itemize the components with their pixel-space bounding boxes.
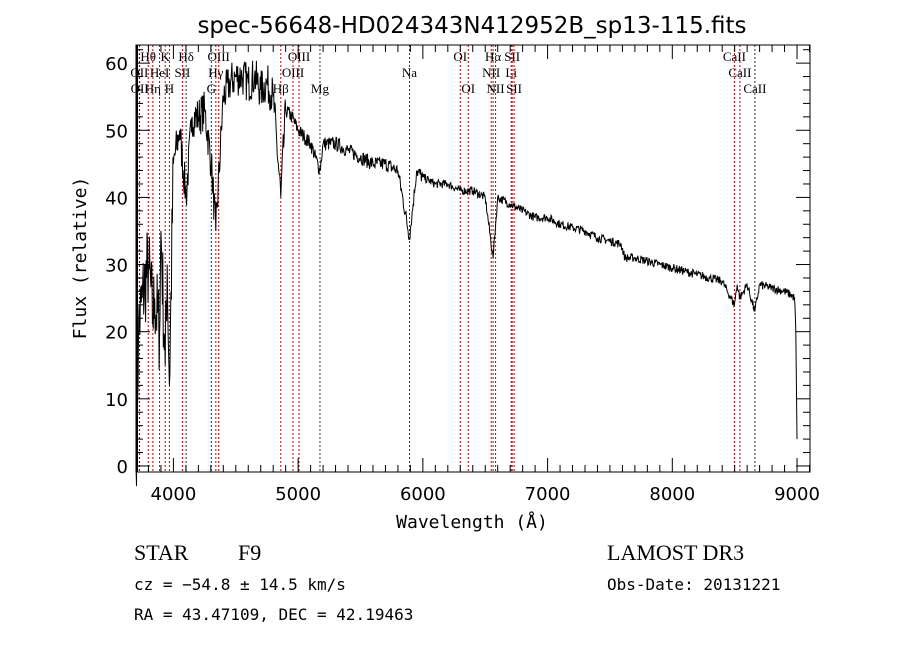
subclass: F9 <box>238 540 261 565</box>
obs-date: Obs-Date: 20131221 <box>607 575 780 594</box>
plot-frame <box>135 44 811 473</box>
marker-label: H <box>165 81 174 96</box>
marker-label: NII <box>487 81 505 96</box>
y-tick-label: 20 <box>105 323 128 344</box>
marker-label: CaII <box>743 81 766 96</box>
x-tick-label: 4000 <box>151 484 197 505</box>
x-tick-label: 6000 <box>400 484 446 505</box>
redshift-cz: cz = −54.8 ± 14.5 km/s <box>134 575 346 594</box>
x-tick-label: 5000 <box>275 484 321 505</box>
y-tick-label: 10 <box>105 390 128 411</box>
marker-label: Mg <box>311 81 330 96</box>
ra-dec: RA = 43.47109, DEC = 42.19463 <box>134 605 413 624</box>
y-axis-label: Flux (relative) <box>70 177 91 340</box>
x-tick-label: 7000 <box>525 484 571 505</box>
spectrum-line <box>135 60 798 487</box>
marker-label: CaII <box>728 65 751 80</box>
marker-label: Hγ <box>208 65 223 80</box>
axis-ticks: 4000 5000 6000 7000 8000 9000 0 10 20 30 40 50 60 <box>105 45 820 505</box>
marker-label: Hβ <box>273 81 289 96</box>
marker-label: K <box>160 49 170 64</box>
marker-label: Li <box>505 65 517 80</box>
marker-label: NII <box>482 65 500 80</box>
marker-label: Na <box>402 65 417 80</box>
object-class: STAR <box>134 540 189 565</box>
marker-label: HeI <box>150 65 170 80</box>
marker-label: OII <box>131 81 149 96</box>
x-tick-label: 8000 <box>649 484 695 505</box>
survey-label: LAMOST DR3 <box>607 540 744 565</box>
marker-label: OI <box>461 81 475 96</box>
marker-label: OII <box>130 65 148 80</box>
marker-label: OIII <box>207 49 229 64</box>
x-axis-label: Wavelength (Å) <box>396 511 548 533</box>
marker-label: OI <box>453 49 467 64</box>
marker-label: OIII <box>282 65 304 80</box>
marker-label: Hδ <box>178 49 194 64</box>
y-tick-label: 30 <box>105 256 128 277</box>
marker-label: Hα <box>485 49 501 64</box>
chart-title: spec-56648-HD024343N412952B_sp13-115.fit… <box>197 13 746 39</box>
y-tick-label: 60 <box>105 54 128 75</box>
x-tick-label: 9000 <box>774 484 820 505</box>
y-tick-label: 50 <box>105 121 128 142</box>
y-tick-label: 40 <box>105 188 128 209</box>
marker-label: SII <box>504 49 520 64</box>
marker-label: OIII <box>288 49 310 64</box>
y-tick-label: 0 <box>117 457 128 478</box>
marker-label: Hθ <box>140 49 156 64</box>
marker-label: SII <box>174 65 190 80</box>
marker-label: G <box>207 81 216 96</box>
marker-label: Hη <box>145 81 161 96</box>
marker-label: CaII <box>723 49 746 64</box>
marker-label: SII <box>506 81 522 96</box>
